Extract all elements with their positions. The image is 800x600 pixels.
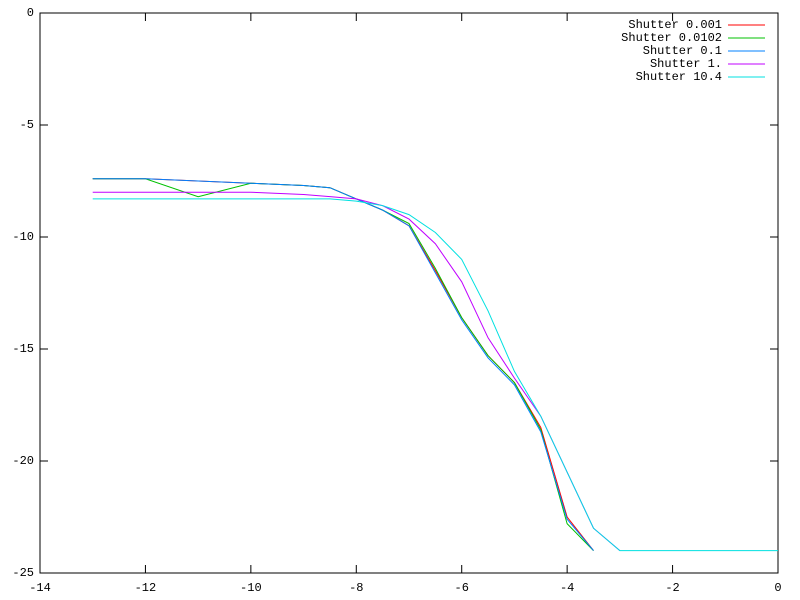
x-tick-label: -8 <box>349 581 363 595</box>
x-tick-label: 0 <box>774 581 781 595</box>
series-line <box>92 198 778 552</box>
y-tick-label: -20 <box>12 454 34 468</box>
x-tick-label: -10 <box>240 581 262 595</box>
series-line <box>92 178 594 551</box>
y-tick-label: 0 <box>27 6 34 20</box>
x-tick-label: -14 <box>29 581 51 595</box>
legend-label: Shutter 10.4 <box>636 70 722 84</box>
series-line <box>92 178 594 551</box>
plot-border <box>39 12 779 574</box>
legend-label: Shutter 0.001 <box>628 18 722 32</box>
x-tick-label: -2 <box>665 581 679 595</box>
x-tick-label: -12 <box>135 581 157 595</box>
y-tick-label: -25 <box>12 566 34 580</box>
legend-label: Shutter 1. <box>650 57 722 71</box>
legend-label: Shutter 0.1 <box>643 44 722 58</box>
y-tick-label: -10 <box>12 230 34 244</box>
y-tick-label: -15 <box>12 342 34 356</box>
series-line <box>92 191 621 551</box>
x-tick-label: -4 <box>560 581 574 595</box>
x-tick-label: -6 <box>455 581 469 595</box>
series-line <box>92 178 594 551</box>
legend-label: Shutter 0.0102 <box>621 31 722 45</box>
y-tick-label: -5 <box>20 118 34 132</box>
